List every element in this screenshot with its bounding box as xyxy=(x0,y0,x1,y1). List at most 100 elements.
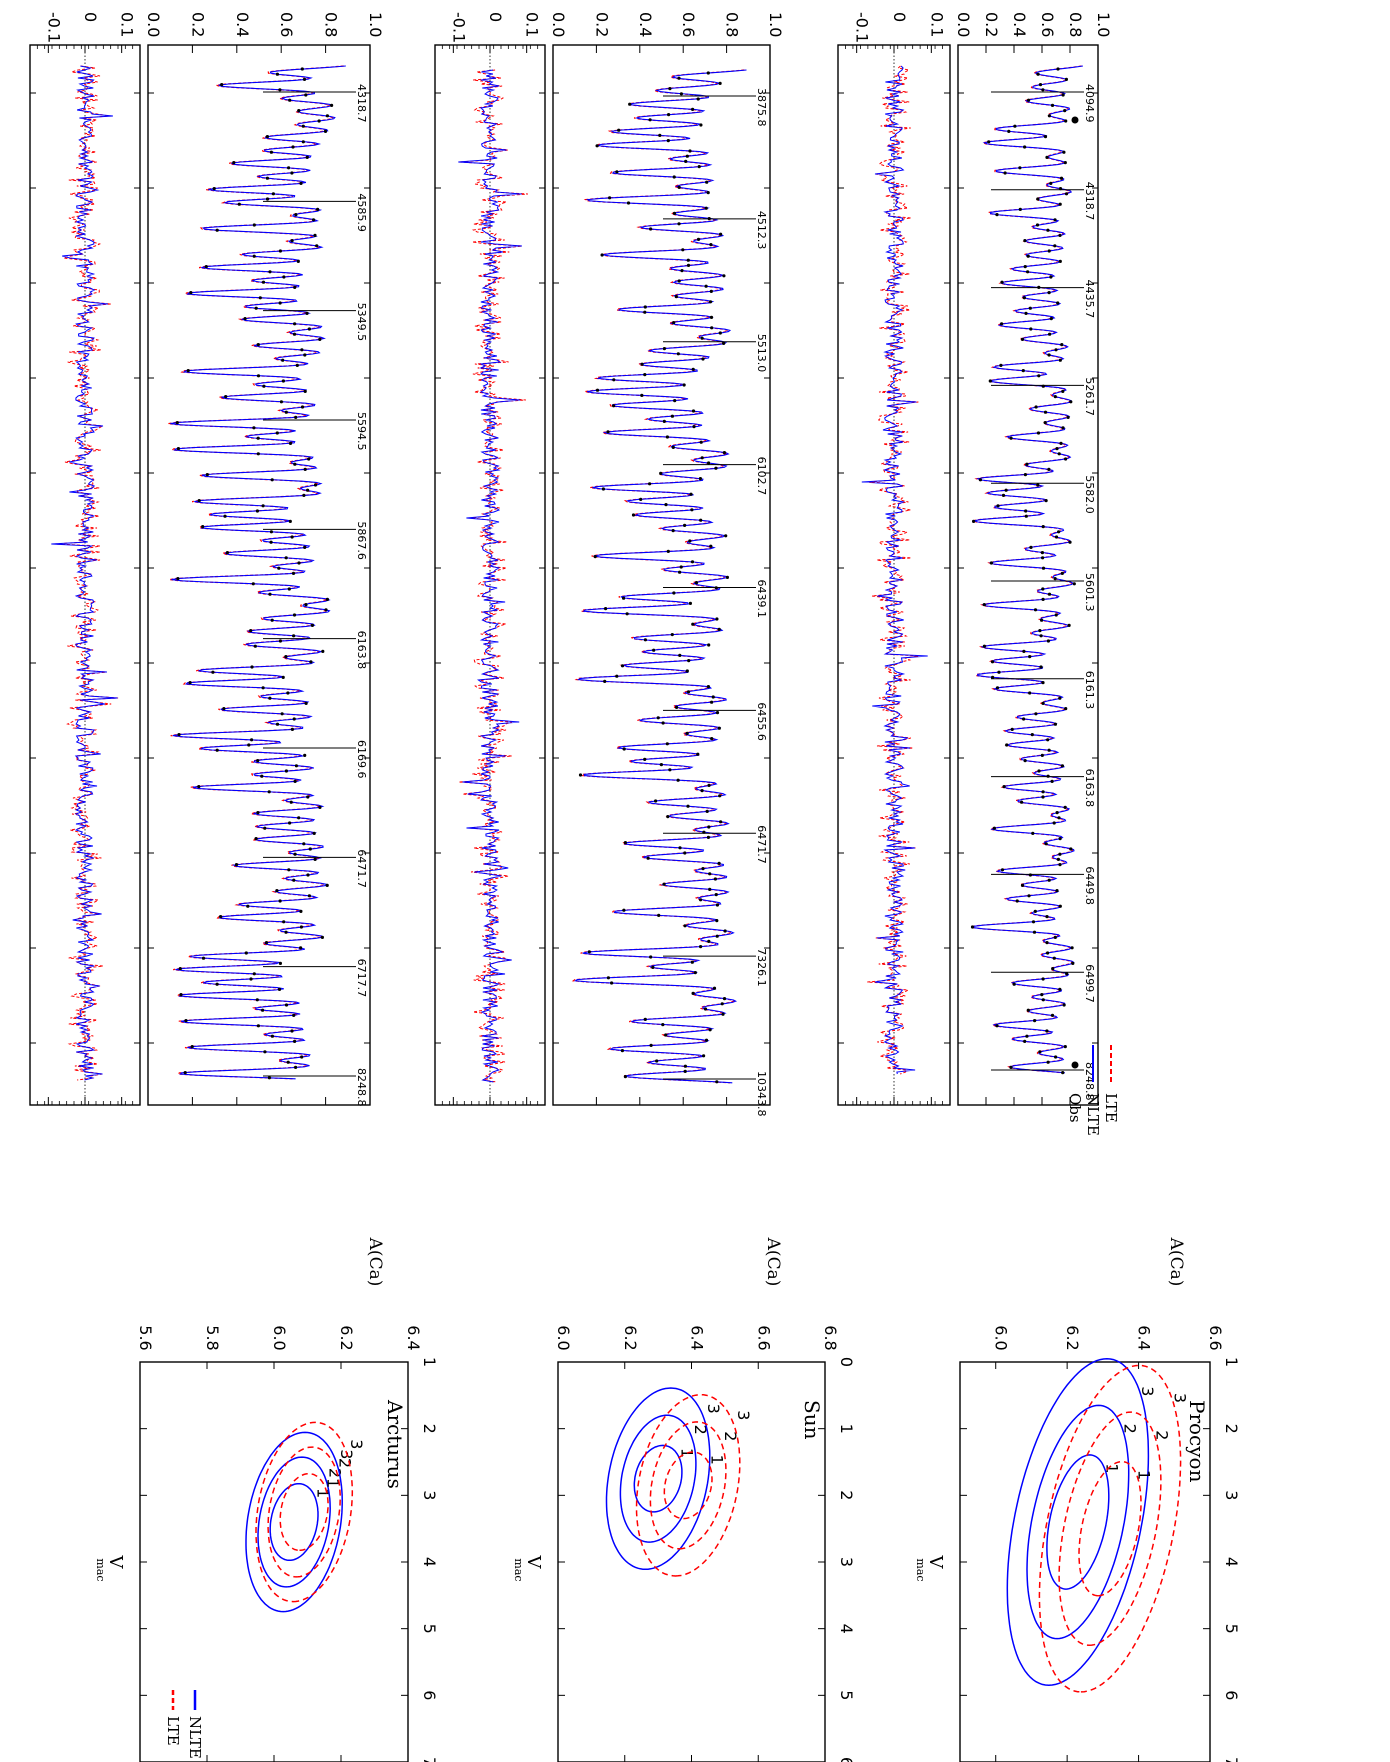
observed-point xyxy=(176,577,180,581)
contour-lte-level-3 xyxy=(635,1393,741,1577)
observed-point xyxy=(996,504,1000,508)
observed-point xyxy=(1027,894,1031,898)
contour-y-tick-label: 6.6 xyxy=(754,1325,773,1350)
observed-point xyxy=(256,811,260,815)
observed-point xyxy=(1047,291,1051,295)
observed-point xyxy=(275,72,279,76)
observed-point xyxy=(1044,842,1048,846)
observed-point xyxy=(1020,800,1024,804)
observed-point xyxy=(995,686,1000,690)
observed-point xyxy=(1031,831,1035,836)
observed-point xyxy=(290,727,294,732)
contour-y-tick-label: 6.0 xyxy=(554,1325,573,1350)
observed-point xyxy=(255,998,259,1002)
legend-obs-marker xyxy=(1071,116,1079,124)
residual-tick-label: -0.1 xyxy=(449,12,468,43)
fit-panel-frame xyxy=(552,44,771,1106)
observed-point xyxy=(662,347,667,351)
observed-point xyxy=(1040,551,1044,555)
observed-point xyxy=(278,639,282,643)
observed-point xyxy=(718,81,722,85)
observed-point xyxy=(710,700,714,704)
observed-point xyxy=(293,779,297,784)
observed-point xyxy=(711,695,715,699)
observed-point xyxy=(671,445,675,449)
observed-point xyxy=(1026,270,1030,274)
observed-point xyxy=(1049,275,1053,279)
observed-point xyxy=(1041,525,1045,529)
observed-point xyxy=(179,993,183,997)
legend-label-nlte: NLTE xyxy=(186,1716,204,1759)
observed-point xyxy=(299,909,303,914)
observed-point xyxy=(268,270,272,274)
observed-point xyxy=(261,280,266,284)
observed-point xyxy=(301,140,305,144)
contour-level-label: 1 xyxy=(324,1478,343,1488)
observed-point xyxy=(249,629,253,633)
observed-point xyxy=(982,644,987,648)
observed-point xyxy=(698,477,703,481)
observed-point xyxy=(704,1038,709,1042)
observed-point xyxy=(628,102,632,106)
observed-point xyxy=(1060,571,1064,576)
observed-point xyxy=(707,939,711,944)
observed-point xyxy=(284,556,288,560)
observed-point xyxy=(1010,727,1014,732)
observed-point xyxy=(1023,473,1027,477)
observed-point xyxy=(188,681,192,685)
residual-tick-label: 0 xyxy=(890,12,909,22)
observed-point xyxy=(1043,421,1047,425)
observed-point xyxy=(1063,109,1067,113)
observed-point xyxy=(717,861,721,866)
contour-level-label: 2 xyxy=(325,1468,344,1478)
contour-x-tick-label: 5 xyxy=(420,1624,439,1634)
observed-point xyxy=(1065,972,1069,976)
observed-point xyxy=(656,716,660,720)
observed-point xyxy=(595,388,600,392)
observed-point xyxy=(696,752,700,756)
contour-level-label: 2 xyxy=(335,1458,354,1468)
line-wavelength-label: 5594.5 xyxy=(355,412,368,451)
observed-point xyxy=(1028,306,1032,310)
observed-point xyxy=(684,159,688,163)
contour-y-tick-label: 6.2 xyxy=(1063,1325,1082,1350)
observed-point xyxy=(708,1028,712,1032)
observed-point xyxy=(676,778,680,782)
observed-point xyxy=(1058,696,1062,700)
observed-point xyxy=(243,317,247,321)
observed-point xyxy=(309,660,313,664)
observed-point xyxy=(1027,98,1031,102)
observed-point xyxy=(662,419,666,423)
line-wavelength-label: 4094.9 xyxy=(1083,84,1096,123)
line-wavelength-label: 6169.6 xyxy=(355,740,368,779)
observed-point xyxy=(1058,358,1062,362)
contour-nlte-level-3 xyxy=(1006,1357,1150,1687)
contour-y-tick-label: 5.6 xyxy=(136,1325,155,1350)
observed-point xyxy=(300,1055,304,1059)
observed-point xyxy=(688,601,693,606)
observed-point xyxy=(1064,192,1069,196)
contour-x-tick-label: 3 xyxy=(420,1490,439,1500)
observed-point xyxy=(1038,629,1042,633)
contour-y-tick-label: 6.0 xyxy=(270,1325,289,1350)
observed-point xyxy=(587,950,591,954)
observed-point xyxy=(992,826,997,830)
observed-point xyxy=(256,452,260,456)
observed-point xyxy=(995,213,999,217)
contour-x-tick-label: 5 xyxy=(837,1690,856,1700)
observed-point xyxy=(675,705,679,710)
observed-point xyxy=(284,930,288,934)
spectrum-group-sun: 0.0 0.2 0.4 0.6 0.8 1.0 -0.1 0 0.1 3875.8 4512.3 55… xyxy=(434,12,785,1117)
observed-point xyxy=(970,925,975,929)
observed-point xyxy=(303,467,307,471)
observed-point xyxy=(269,150,273,154)
observed-point xyxy=(622,908,626,912)
observed-point xyxy=(1046,228,1050,232)
observed-point xyxy=(252,223,256,227)
observed-point xyxy=(264,941,269,945)
line-wavelength-label: 6161.3 xyxy=(1083,671,1096,710)
observed-point xyxy=(1012,982,1016,986)
observed-point xyxy=(297,816,301,820)
observed-point xyxy=(1047,748,1051,752)
observed-point xyxy=(201,956,206,960)
